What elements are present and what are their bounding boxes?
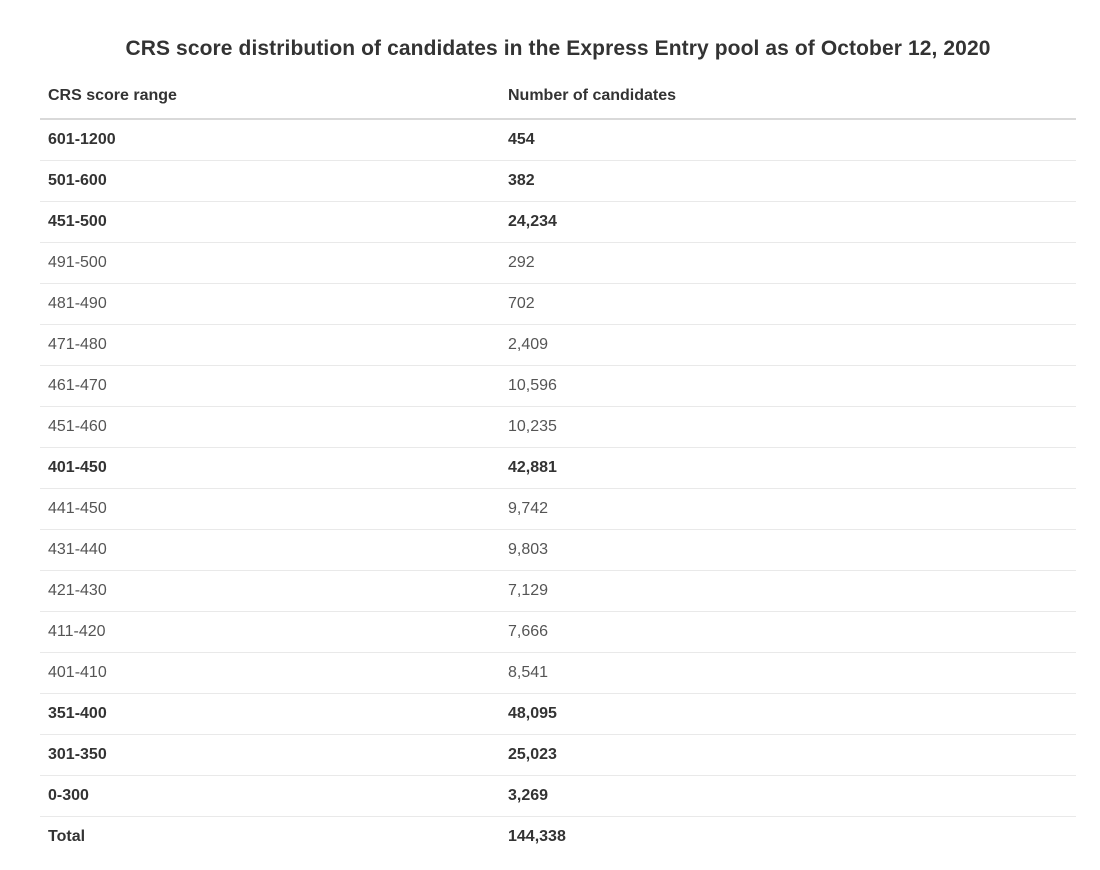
table-row: 301-350 25,023 xyxy=(40,734,1076,776)
score-range-cell: 351-400 xyxy=(40,693,500,735)
score-range-cell: 481-490 xyxy=(40,283,500,325)
candidate-count-cell: 10,235 xyxy=(500,406,1076,448)
table-row: 481-490 702 xyxy=(40,283,1076,325)
candidate-count-cell: 10,596 xyxy=(500,365,1076,407)
table-row: 471-480 2,409 xyxy=(40,324,1076,366)
score-range-cell: 451-500 xyxy=(40,201,500,243)
candidate-count-cell: 25,023 xyxy=(500,734,1076,776)
score-range-cell: 411-420 xyxy=(40,611,500,653)
table-row: 401-450 42,881 xyxy=(40,447,1076,489)
score-range-cell: 491-500 xyxy=(40,242,500,284)
crs-distribution-table: CRS score range Number of candidates 601… xyxy=(40,80,1076,857)
table-row: 601-1200 454 xyxy=(40,119,1076,161)
table-row: 491-500 292 xyxy=(40,242,1076,284)
table-body: 601-1200 454 501-600 382 451-500 24,234 … xyxy=(40,119,1076,857)
table-row: 461-470 10,596 xyxy=(40,365,1076,407)
candidate-count-cell: 382 xyxy=(500,160,1076,202)
candidate-count-cell: 292 xyxy=(500,242,1076,284)
score-range-cell: 301-350 xyxy=(40,734,500,776)
table-row: 401-410 8,541 xyxy=(40,652,1076,694)
table-row: 0-300 3,269 xyxy=(40,775,1076,817)
table-row: 441-450 9,742 xyxy=(40,488,1076,530)
candidate-count-cell: 454 xyxy=(500,119,1076,161)
candidate-count-cell: 8,541 xyxy=(500,652,1076,694)
candidate-count-cell: 48,095 xyxy=(500,693,1076,735)
candidate-count-cell: 42,881 xyxy=(500,447,1076,489)
table-row: 451-460 10,235 xyxy=(40,406,1076,448)
candidate-count-cell: 2,409 xyxy=(500,324,1076,366)
table-row: 501-600 382 xyxy=(40,160,1076,202)
candidate-count-cell: 7,129 xyxy=(500,570,1076,612)
score-range-cell: 431-440 xyxy=(40,529,500,571)
score-range-cell: 421-430 xyxy=(40,570,500,612)
score-range-cell: 601-1200 xyxy=(40,119,500,161)
page-title: CRS score distribution of candidates in … xyxy=(125,37,991,60)
candidate-count-cell: 3,269 xyxy=(500,775,1076,817)
table-row: 351-400 48,095 xyxy=(40,693,1076,735)
column-header-score-range: CRS score range xyxy=(40,80,500,120)
score-range-cell: 501-600 xyxy=(40,160,500,202)
score-range-cell: 451-460 xyxy=(40,406,500,448)
score-range-cell: 441-450 xyxy=(40,488,500,530)
table-row: Total 144,338 xyxy=(40,817,1076,858)
score-range-cell: 401-450 xyxy=(40,447,500,489)
table-row: 421-430 7,129 xyxy=(40,570,1076,612)
candidate-count-cell: 7,666 xyxy=(500,611,1076,653)
candidate-count-cell: 24,234 xyxy=(500,201,1076,243)
score-range-cell: 0-300 xyxy=(40,775,500,817)
table-row: 411-420 7,666 xyxy=(40,611,1076,653)
candidate-count-cell: 9,742 xyxy=(500,488,1076,530)
score-range-cell: 401-410 xyxy=(40,652,500,694)
score-range-cell: 471-480 xyxy=(40,324,500,366)
table-row: 431-440 9,803 xyxy=(40,529,1076,571)
header-row: CRS score range Number of candidates xyxy=(40,80,1076,120)
score-range-cell: Total xyxy=(48,828,86,845)
candidate-count-cell: 702 xyxy=(500,283,1076,325)
score-range-cell: 461-470 xyxy=(40,365,500,407)
candidate-count-cell: 9,803 xyxy=(500,529,1076,571)
candidate-count-cell: 144,338 xyxy=(508,828,566,845)
table-row: 451-500 24,234 xyxy=(40,201,1076,243)
column-header-candidates: Number of candidates xyxy=(500,80,1076,120)
